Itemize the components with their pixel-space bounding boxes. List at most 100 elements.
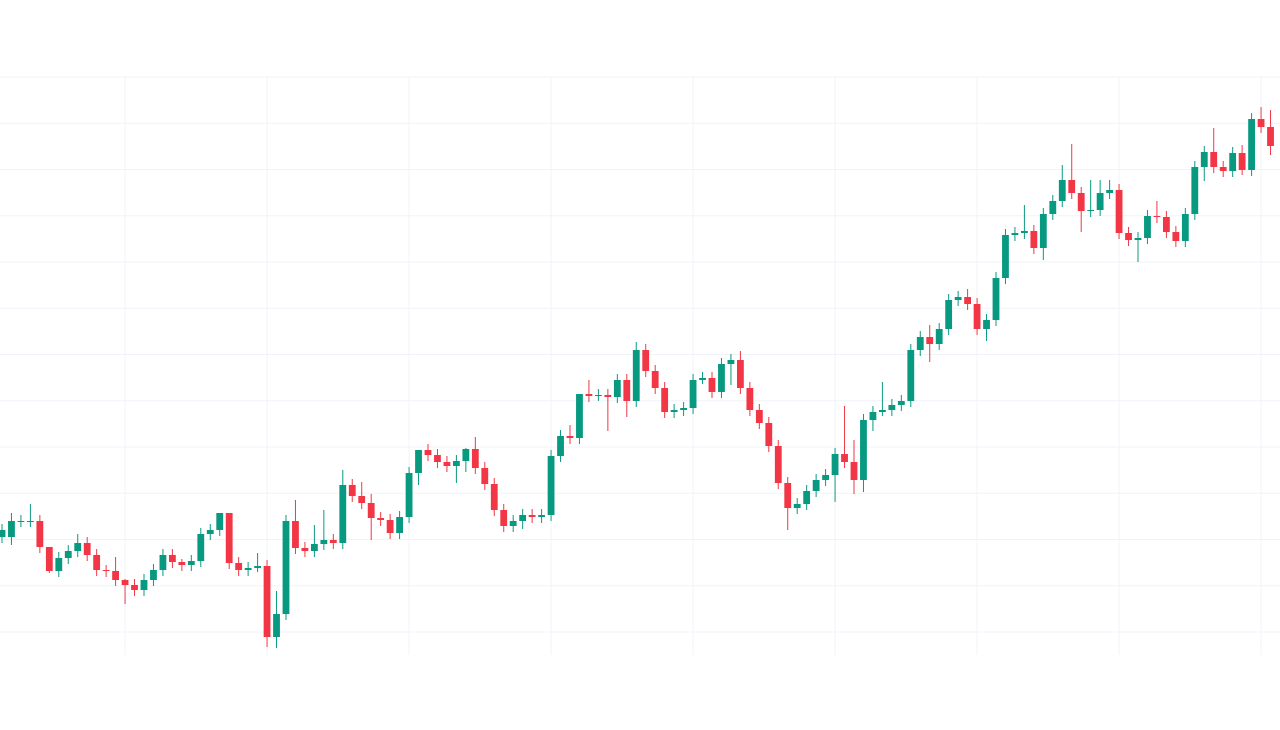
candle-body <box>983 320 990 329</box>
candle-body <box>244 568 252 570</box>
candle-body <box>727 360 735 364</box>
candle-body <box>755 410 763 423</box>
candle-body <box>670 410 678 412</box>
candle-body <box>888 405 896 410</box>
candle-body <box>585 394 593 396</box>
candle-body <box>197 534 205 561</box>
candle-body <box>1238 153 1246 170</box>
candle-body <box>452 461 460 466</box>
candle-body <box>159 555 167 570</box>
candle-body <box>282 521 290 614</box>
candle-body <box>26 521 34 522</box>
candle-body <box>869 412 877 420</box>
candle-body <box>1191 167 1199 214</box>
candle-body <box>992 278 1000 320</box>
candle-body <box>235 563 243 570</box>
candle-body <box>1162 217 1170 232</box>
candle-body <box>784 483 792 508</box>
candle-body <box>651 371 659 388</box>
candle-body <box>36 521 44 547</box>
candle-body <box>263 566 271 637</box>
candle-body <box>329 540 337 543</box>
candle-body <box>680 408 688 410</box>
candle-body <box>1219 167 1227 171</box>
candle-body <box>594 395 602 396</box>
candle-body <box>396 517 403 533</box>
candle-body <box>1106 190 1114 193</box>
candle-body <box>168 555 176 562</box>
candle-body <box>55 558 63 571</box>
candle-body <box>1115 190 1123 233</box>
candle-body <box>907 350 915 401</box>
candle-body <box>1210 152 1218 167</box>
candle-body <box>661 388 669 412</box>
candle-body <box>273 614 280 637</box>
candle-body <box>178 562 186 565</box>
candle-body <box>1257 119 1265 127</box>
candle-body <box>254 566 261 568</box>
candle-body <box>490 484 498 510</box>
candle-body <box>718 364 725 392</box>
candle-body <box>708 378 716 392</box>
candle-body <box>774 446 782 483</box>
candle-body <box>841 454 848 462</box>
candle-body <box>860 420 867 480</box>
candle-body <box>1267 127 1274 146</box>
candle-body <box>973 304 981 329</box>
candle-body <box>339 485 347 543</box>
candle-body <box>613 380 621 397</box>
candle-body <box>1077 193 1085 211</box>
candle-body <box>576 394 583 438</box>
candle-body <box>812 480 820 491</box>
candle-body <box>216 513 224 530</box>
candle-body <box>566 436 574 438</box>
candle-body <box>112 571 119 580</box>
candle-body <box>1049 201 1057 214</box>
candle-body <box>1068 180 1076 193</box>
candle-body <box>187 561 195 565</box>
candle-body <box>292 521 299 548</box>
candle-body <box>897 401 905 405</box>
candle-body <box>74 543 82 551</box>
candle-body <box>358 496 366 503</box>
candle-body <box>83 543 91 555</box>
candle-body <box>1200 152 1208 167</box>
candle-body <box>1181 214 1189 241</box>
candle-body <box>1087 210 1095 211</box>
candle-body <box>367 503 375 518</box>
candle-body <box>1096 193 1104 210</box>
candle-body <box>642 350 650 371</box>
candle-body <box>547 456 555 515</box>
candle-body <box>528 515 536 517</box>
candle-body <box>1011 233 1019 235</box>
candle-body <box>1125 233 1132 240</box>
candle-body <box>415 450 422 473</box>
candle-body <box>17 521 25 522</box>
candle-body <box>1153 216 1161 217</box>
candle-body <box>604 395 612 397</box>
candle-body <box>746 388 754 410</box>
candle-body <box>405 473 413 517</box>
candle-body <box>150 570 157 580</box>
candle-body <box>481 468 489 484</box>
candle-body <box>964 297 972 304</box>
candle-body <box>471 449 479 468</box>
candle-body <box>509 521 517 526</box>
candle-body <box>1248 119 1256 170</box>
candle-body <box>500 510 508 526</box>
candle-body <box>225 513 233 563</box>
candle-body <box>822 475 830 480</box>
candle-body <box>102 570 110 571</box>
candle-body <box>121 580 129 585</box>
candle-body <box>632 350 640 401</box>
candle-body <box>1039 214 1047 248</box>
candle-body <box>926 337 934 344</box>
candle-body <box>557 436 564 456</box>
candle-body <box>1058 180 1066 201</box>
candle-body <box>793 504 801 508</box>
candle-body <box>878 410 886 412</box>
candle-body <box>386 520 394 533</box>
candle-body <box>935 329 943 344</box>
candle-body <box>1020 231 1028 233</box>
